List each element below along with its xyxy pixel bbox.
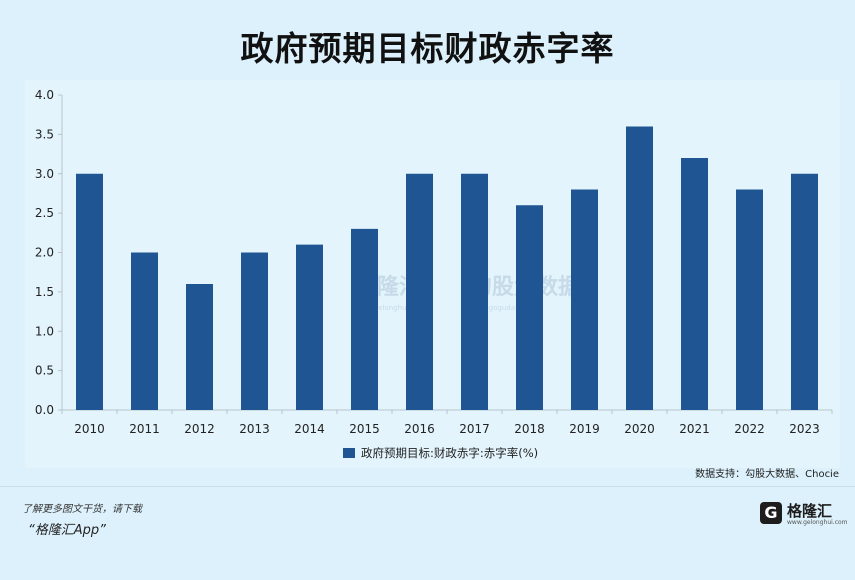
bar-2015 <box>351 228 378 410</box>
legend-swatch <box>343 448 355 458</box>
y-tick-label: 0.0 <box>35 403 54 417</box>
x-tick-label: 2023 <box>789 422 820 436</box>
x-tick-label: 2018 <box>514 422 545 436</box>
y-tick-label: 4.0 <box>35 88 54 102</box>
bar-2018 <box>516 205 543 410</box>
bar-2016 <box>406 173 433 410</box>
bar-2023 <box>791 173 818 410</box>
y-tick-label: 3.5 <box>35 127 54 141</box>
x-tick-label: 2020 <box>624 422 655 436</box>
bar-2017 <box>461 173 488 410</box>
y-tick-label: 1.5 <box>35 285 54 299</box>
x-tick-label: 2016 <box>404 422 435 436</box>
x-tick-label: 2013 <box>239 422 270 436</box>
divider <box>0 486 855 487</box>
legend-label: 政府预期目标:财政赤字:赤字率(%) <box>361 446 538 460</box>
legend: 政府预期目标:财政赤字:赤字率(%) <box>343 446 538 460</box>
y-tick-label: 2.0 <box>35 246 54 260</box>
x-tick-label: 2015 <box>349 422 380 436</box>
bar-2020 <box>626 126 653 410</box>
bar-2010 <box>76 173 103 410</box>
brand-name: 格隆汇 <box>787 502 833 520</box>
x-tick-label: 2014 <box>294 422 325 436</box>
y-tick-label: 3.0 <box>35 167 54 181</box>
promo-line-1: 了解更多图文干货，请下载 <box>22 504 142 515</box>
bar-2013 <box>241 252 268 410</box>
bar-2012 <box>186 284 213 410</box>
y-tick-label: 0.5 <box>35 364 54 378</box>
x-tick-label: 2021 <box>679 422 710 436</box>
brand-url: www.gelonghui.com <box>787 519 848 526</box>
x-tick-label: 2022 <box>734 422 765 436</box>
watermark-right-url: www.gogudata.com <box>470 304 539 312</box>
bar-chart: 格隆汇 www.gelonghui.com 勾股大数据 www.gogudata… <box>35 88 833 460</box>
data-source: 数据支持：勾股大数据、Chocie <box>695 469 839 480</box>
x-tick-label: 2010 <box>74 422 105 436</box>
promo-line-2: “格隆汇App” <box>28 523 106 538</box>
chart-title: 政府预期目标财政赤字率 <box>240 29 615 68</box>
chart-card: 格隆汇 www.gelonghui.com 勾股大数据 www.gogudata… <box>25 80 840 468</box>
bar-2019 <box>571 189 598 410</box>
brand-logo: G 格隆汇 www.gelonghui.com <box>760 500 848 526</box>
x-tick-label: 2019 <box>569 422 600 436</box>
y-tick-label: 2.5 <box>35 206 54 220</box>
bar-2011 <box>131 252 158 410</box>
x-tick-label: 2017 <box>459 422 490 436</box>
bar-2022 <box>736 189 763 410</box>
y-tick-label: 1.0 <box>35 324 54 338</box>
x-tick-label: 2012 <box>184 422 215 436</box>
watermark-left-url: www.gelonghui.com <box>355 304 426 312</box>
x-tick-label: 2011 <box>129 422 160 436</box>
brand-g-icon: G <box>760 502 782 524</box>
bar-2014 <box>296 244 323 410</box>
bar-2021 <box>681 158 708 410</box>
